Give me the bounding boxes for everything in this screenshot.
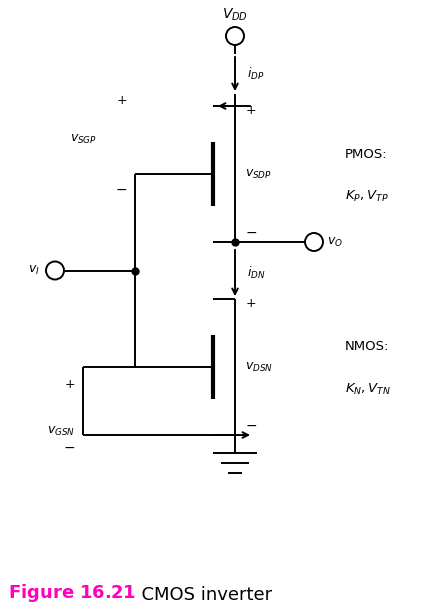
Text: $v_O$: $v_O$: [327, 235, 343, 248]
Text: $v_{DSN}$: $v_{DSN}$: [245, 360, 273, 373]
Text: $-$: $-$: [63, 440, 75, 454]
Text: CMOS inverter: CMOS inverter: [130, 586, 272, 604]
Text: $K_N, V_{TN}$: $K_N, V_{TN}$: [345, 381, 391, 397]
Text: $i_{DP}$: $i_{DP}$: [247, 66, 265, 82]
Text: $v_{GSN}$: $v_{GSN}$: [47, 425, 75, 438]
Text: $\mathbf{Figure\ 16.21}$: $\mathbf{Figure\ 16.21}$: [8, 582, 136, 604]
Text: $-$: $-$: [115, 182, 127, 196]
Text: $v_{SGP}$: $v_{SGP}$: [70, 133, 97, 146]
Text: $K_P,V_{TP}$: $K_P,V_{TP}$: [345, 188, 388, 203]
Text: $+$: $+$: [245, 298, 256, 310]
Text: PMOS:: PMOS:: [345, 147, 388, 161]
Text: $v_I$: $v_I$: [28, 264, 40, 277]
Text: $V_{DD}$: $V_{DD}$: [222, 7, 248, 23]
Text: $-$: $-$: [245, 225, 257, 239]
Text: $+$: $+$: [64, 378, 75, 392]
Text: $+$: $+$: [116, 94, 127, 108]
Text: NMOS:: NMOS:: [345, 341, 389, 354]
Text: $v_{SDP}$: $v_{SDP}$: [245, 168, 272, 180]
Text: $i_{DN}$: $i_{DN}$: [247, 265, 266, 281]
Text: $+$: $+$: [245, 105, 256, 118]
Text: $-$: $-$: [245, 418, 257, 432]
